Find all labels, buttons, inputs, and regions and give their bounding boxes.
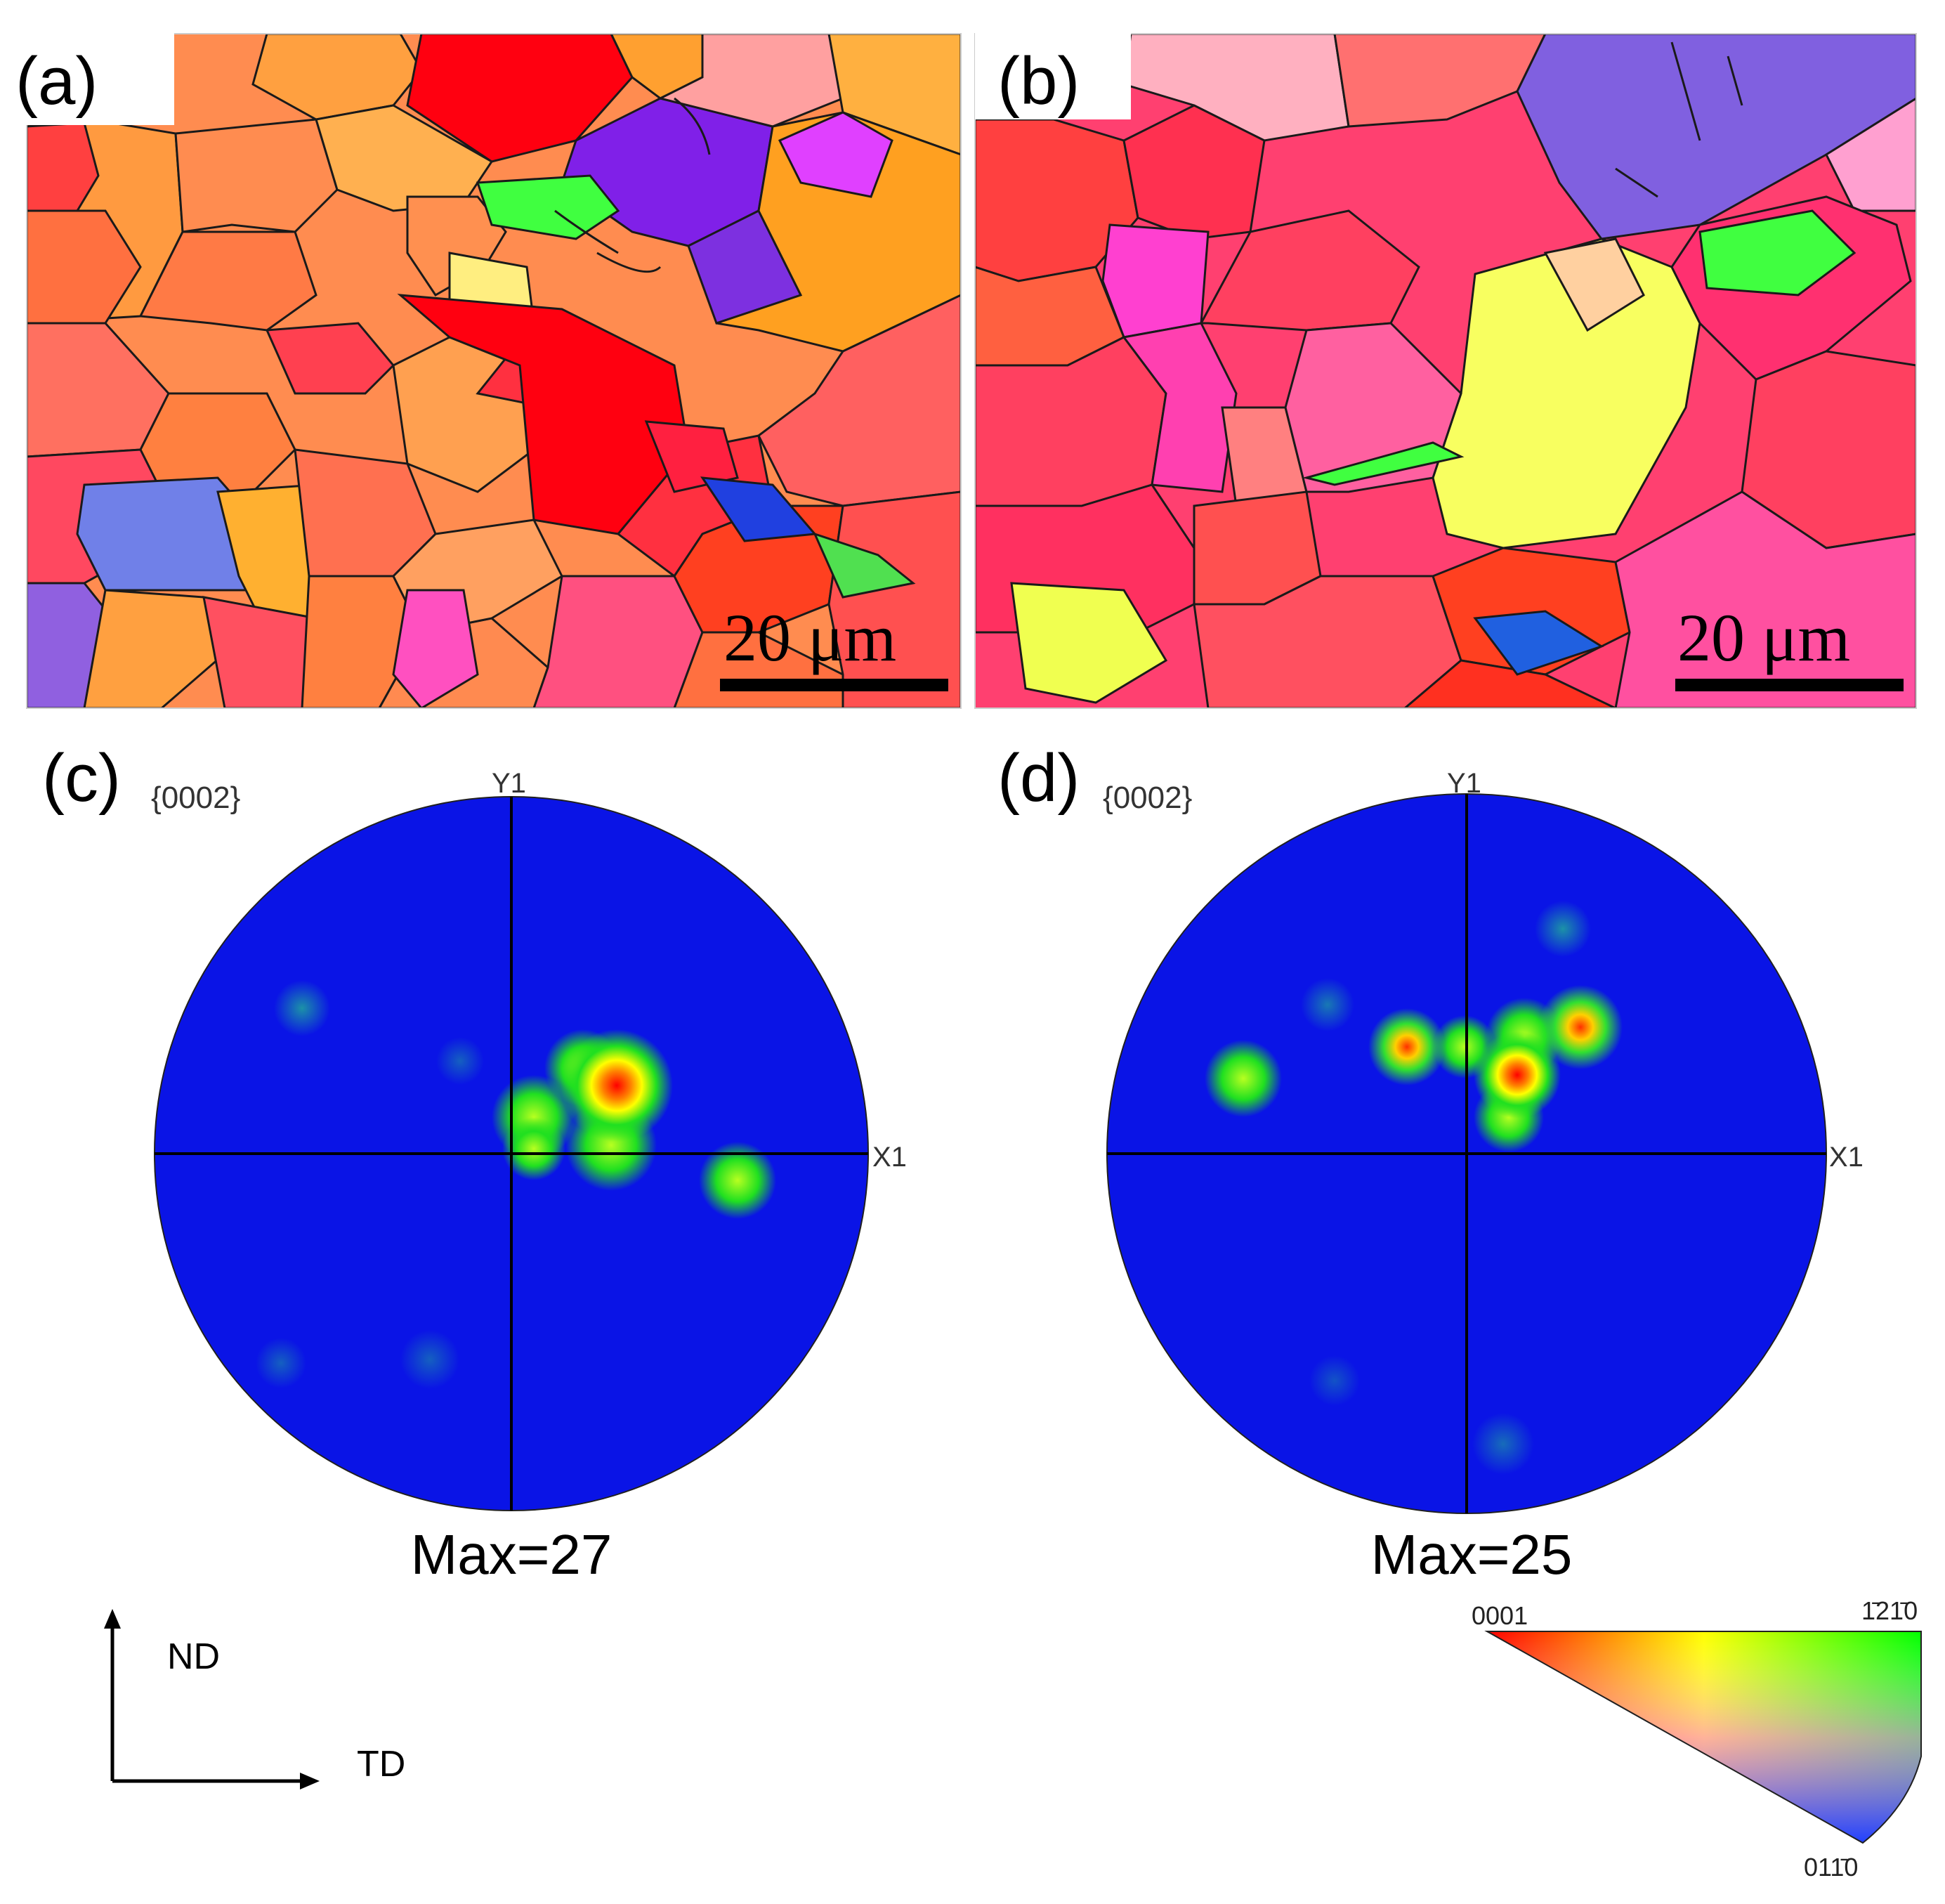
- ipf-color-key: [1484, 1631, 1922, 1844]
- pole-spot: [1474, 1031, 1561, 1119]
- pole-spot: [1538, 985, 1623, 1069]
- panel-c-plane: {0002}: [151, 781, 240, 815]
- pole-spot: [256, 1338, 306, 1388]
- panel-c-y-axis: Y1: [492, 768, 526, 799]
- panel-d-y-axis: Y1: [1447, 768, 1481, 799]
- axes-indicator: [104, 1609, 320, 1789]
- pole-spot: [274, 980, 330, 1036]
- ebsd-map-a: [27, 34, 961, 708]
- pole-spot: [436, 1037, 484, 1085]
- panel-c-max: Max=27: [411, 1523, 613, 1586]
- ipf-corner-0110: 011̄0: [1804, 1853, 1858, 1882]
- panel-b-scale-label: 20 μm: [1677, 600, 1850, 675]
- panel-b-label: (b): [997, 44, 1080, 119]
- pole-spot: [561, 1029, 673, 1142]
- panel-a-label: (a): [15, 44, 98, 119]
- panel-c-x-axis: X1: [872, 1142, 907, 1173]
- panel-a-scale-bar: [720, 679, 948, 691]
- pole-spot: [1309, 1355, 1360, 1406]
- pole-spot: [1472, 1413, 1534, 1475]
- ipf-corner-1210: 1̄21̄0: [1861, 1596, 1918, 1625]
- ipf-corner-0001: 0001: [1472, 1601, 1528, 1630]
- pole-spot: [1301, 978, 1354, 1031]
- panel-d-max: Max=25: [1371, 1523, 1573, 1586]
- pole-spot: [1368, 1008, 1446, 1085]
- pole-figure-d: [1106, 793, 1827, 1514]
- panel-d-x-axis: X1: [1829, 1142, 1864, 1173]
- pole-spot: [699, 1142, 776, 1219]
- panel-d-label: (d): [997, 741, 1080, 816]
- pole-spot: [400, 1330, 459, 1389]
- panel-d-plane: {0002}: [1103, 781, 1192, 815]
- nd-label: ND: [167, 1636, 220, 1677]
- panel-c-label: (c): [42, 741, 121, 816]
- panel-b-scale-bar: [1675, 679, 1904, 691]
- pole-spot: [1205, 1040, 1282, 1117]
- td-label: TD: [357, 1744, 405, 1785]
- pole-spot: [502, 1117, 565, 1180]
- panel-a-scale-label: 20 μm: [723, 600, 896, 675]
- pole-figure-c: [154, 796, 869, 1511]
- pole-spot: [1535, 901, 1591, 957]
